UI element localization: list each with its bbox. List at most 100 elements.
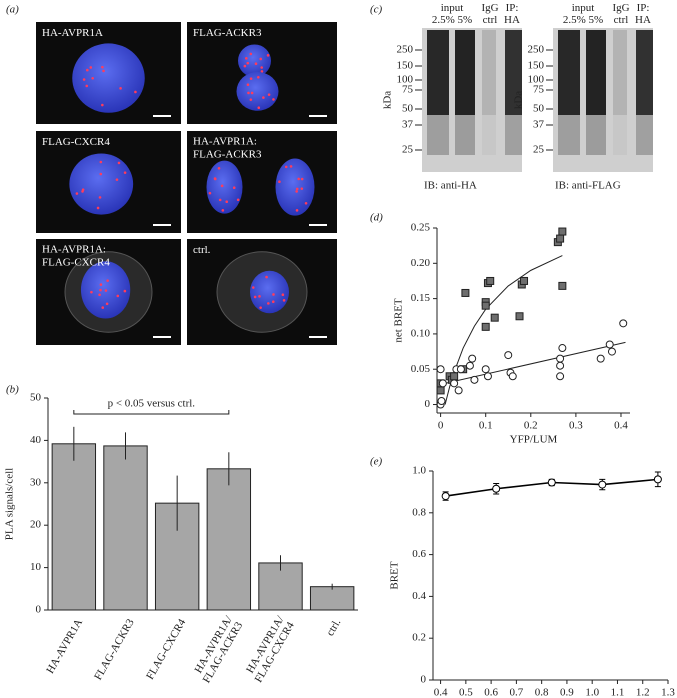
blot-header-line: input [441, 2, 464, 14]
blot-lane [636, 115, 653, 155]
x-tick-label: FLAG-CXCR4 [144, 616, 189, 681]
marker-label: 25 [402, 144, 414, 156]
y-tick-label: 0 [421, 674, 427, 686]
micrograph-label-line: ctrl. [193, 244, 211, 256]
point [481, 365, 490, 374]
x-tick-label: HA-AVPR1A [44, 617, 85, 676]
point [481, 322, 490, 331]
pla-dot [297, 177, 300, 181]
point [456, 365, 465, 374]
nucleus [236, 71, 279, 111]
point [605, 340, 614, 349]
blot-lane [505, 115, 522, 155]
blot-header: IP: HA [504, 2, 520, 26]
pla-dot [262, 96, 265, 99]
blot-header-line: ctrl [614, 14, 629, 26]
pla-dot [304, 201, 308, 205]
panel-label: (a) [6, 4, 19, 16]
point [556, 354, 565, 363]
blot-header: IgG ctrl [481, 2, 498, 26]
pla-dot [96, 206, 100, 210]
point [596, 354, 605, 363]
blot-lane [613, 30, 627, 115]
pla-dot [208, 191, 212, 195]
y-tick-label: 0.20 [411, 257, 431, 269]
pla-dot [243, 64, 247, 68]
pla-dot [258, 295, 261, 298]
x-tick-label: 0.8 [535, 687, 549, 698]
marker-label: 250 [528, 44, 545, 56]
pla-dot [99, 160, 103, 164]
x-axis-label: YFP/LUM [510, 434, 558, 446]
pla-dot [259, 57, 263, 61]
pla-dot [259, 306, 262, 309]
y-tick-label: 0.15 [411, 292, 431, 304]
x-tick-label: 1.3 [661, 687, 675, 698]
pla-dot [105, 302, 109, 306]
point [461, 288, 470, 297]
blot-lane [558, 115, 580, 155]
pla-dot [254, 62, 258, 65]
x-tick-label: 0.4 [434, 687, 448, 698]
pla-dot [249, 52, 253, 56]
blot-header-line: HA [504, 14, 520, 26]
pla-dot [289, 165, 293, 168]
pla-dot [266, 54, 270, 57]
pla-dot [300, 187, 304, 190]
point [607, 347, 616, 356]
point [556, 372, 565, 381]
pla-dot [85, 84, 89, 88]
micrograph-label: HA-AVPR1A [42, 27, 103, 39]
pla-dot [267, 302, 270, 305]
pla-dot [116, 294, 120, 298]
pla-dot [247, 91, 250, 95]
point [508, 372, 517, 381]
marker-label: 75 [533, 84, 545, 96]
pla-dot [99, 172, 103, 176]
blot-lane [427, 30, 449, 115]
point [470, 375, 479, 384]
pla-dot [295, 187, 299, 191]
point [486, 276, 495, 285]
x-tick-label: 0 [438, 420, 444, 432]
nucleus [275, 158, 315, 216]
pla-dot [257, 106, 261, 110]
pla-dot [119, 87, 122, 90]
pla-dot [101, 306, 105, 309]
pla-dot [295, 190, 298, 193]
point [520, 276, 529, 285]
pla-dot [221, 209, 225, 212]
pla-dot [282, 299, 286, 302]
x-tick-label: 0.6 [484, 687, 498, 698]
point [465, 361, 474, 370]
point [558, 281, 567, 290]
blot-caption: IB: anti-FLAG [555, 180, 621, 192]
micrograph-label-line: FLAG-CXCR4 [42, 256, 110, 268]
pla-dot [246, 83, 250, 87]
point [490, 313, 499, 322]
pla-dot [236, 198, 240, 202]
micrograph-label: FLAG-ACKR3 [193, 27, 262, 39]
blot-lane [586, 30, 606, 115]
pla-dot [249, 77, 253, 80]
blot-lane [586, 115, 606, 155]
marker-label: 37 [533, 119, 545, 131]
blot-header: IP: HA [635, 2, 651, 26]
marker-label: 25 [533, 144, 545, 156]
blot-header-line: 2.5% 5% [563, 14, 603, 26]
pla-dot [271, 300, 275, 303]
x-tick-label: ctrl. [324, 617, 343, 638]
blot-lane [558, 30, 580, 115]
pla-dot [101, 65, 104, 69]
marker-label: 100 [528, 74, 545, 86]
point [515, 312, 524, 321]
y-tick-label: 50 [30, 392, 42, 404]
pla-dot [99, 288, 102, 292]
blot-header: input 2.5% 5% [563, 2, 603, 26]
pla-dot [134, 90, 137, 94]
y-tick-label: 0.6 [412, 548, 426, 560]
pla-dot [91, 76, 94, 80]
point [504, 351, 513, 360]
pla-dot [81, 188, 85, 191]
x-tick-label-line: HA-AVPR1A [44, 617, 85, 676]
